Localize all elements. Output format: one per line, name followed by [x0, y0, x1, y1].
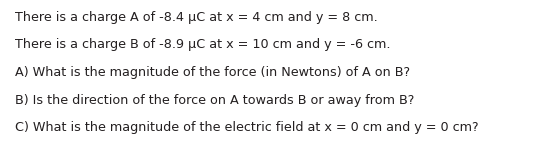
Text: There is a charge B of -8.9 μC at x = 10 cm and y = -6 cm.: There is a charge B of -8.9 μC at x = 10… — [15, 38, 391, 51]
Text: B) Is the direction of the force on A towards B or away from B?: B) Is the direction of the force on A to… — [15, 94, 415, 107]
Text: C) What is the magnitude of the electric field at x = 0 cm and y = 0 cm?: C) What is the magnitude of the electric… — [15, 122, 479, 135]
Text: A) What is the magnitude of the force (in Newtons) of A on B?: A) What is the magnitude of the force (i… — [15, 66, 410, 79]
Text: There is a charge A of -8.4 μC at x = 4 cm and y = 8 cm.: There is a charge A of -8.4 μC at x = 4 … — [15, 11, 378, 24]
